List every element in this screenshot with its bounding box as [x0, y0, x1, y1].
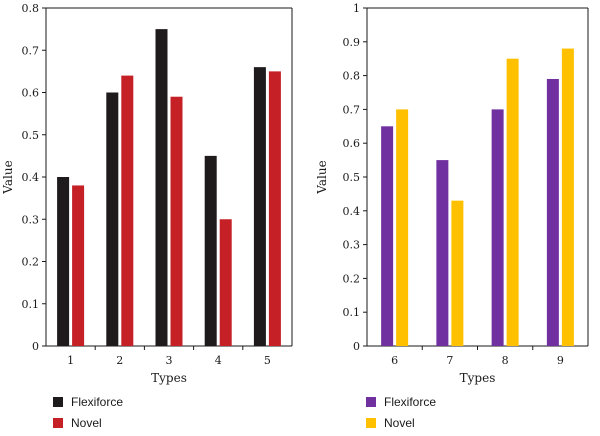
chart1-bar-novel-1	[72, 185, 85, 346]
chart1-bar-flexiforce-4	[204, 155, 217, 346]
chart2-y-tick-label: 1	[353, 2, 360, 15]
chart2-bar-novel-7	[451, 200, 464, 346]
chart1-y-tick-label: 0.4	[22, 171, 40, 184]
chart2-y-tick-label: 0.1	[343, 306, 361, 319]
chart1-x-tick-label: 2	[116, 354, 123, 367]
chart1-y-tick-label: 0.1	[22, 298, 40, 311]
chart1-legend-swatch-flexiforce	[53, 397, 63, 407]
chart1-legend-label-flexiforce: Flexiforce	[71, 395, 123, 409]
chart2-y-axis-label: Value	[315, 160, 329, 194]
chart2-y-tick-label: 0.9	[343, 36, 361, 49]
chart2-x-tick-label: 8	[502, 354, 509, 367]
chart1-y-axis-label: Value	[1, 160, 15, 194]
chart1-bar-novel-4	[219, 219, 232, 346]
chart2-x-tick-label: 9	[557, 354, 564, 367]
chart2-x-tick-label: 6	[391, 354, 398, 367]
chart2-bar-novel-9	[561, 48, 574, 347]
chart1-bar-novel-3	[170, 96, 183, 346]
chart1-y-tick-label: 0	[32, 340, 39, 353]
chart1-bar-novel-5	[268, 71, 281, 346]
chart1-legend-swatch-novel	[53, 418, 63, 428]
chart1-x-axis-label: Types	[151, 371, 187, 385]
chart1-y-tick-label: 0.5	[22, 129, 40, 142]
chart2-legend-label-novel: Novel	[384, 416, 415, 430]
chart1-x-tick-label: 1	[67, 354, 74, 367]
chart1-bar-novel-2	[121, 75, 134, 346]
chart2-bar-flexiforce-7	[436, 160, 449, 346]
chart1-y-tick-label: 0.7	[22, 44, 40, 57]
chart1-x-tick-label: 4	[215, 354, 222, 367]
chart2-legend-label-flexiforce: Flexiforce	[384, 395, 436, 409]
chart1-bar-flexiforce-3	[155, 29, 168, 346]
chart1-x-tick-label: 3	[166, 354, 173, 367]
chart2-legend-swatch-flexiforce	[366, 397, 376, 407]
chart1-bar-flexiforce-5	[253, 67, 266, 347]
chart2-y-tick-label: 0	[353, 340, 360, 353]
chart2-y-tick-label: 0.3	[343, 239, 361, 252]
chart2-bar-flexiforce-8	[491, 109, 504, 347]
chart2-bar-novel-6	[396, 109, 409, 347]
chart1-y-tick-label: 0.6	[22, 87, 40, 100]
chart2-y-tick-label: 0.7	[343, 103, 361, 116]
chart1-bar-flexiforce-2	[106, 92, 119, 346]
chart2-bar-flexiforce-9	[546, 78, 559, 346]
chart2-y-tick-label: 0.5	[343, 171, 361, 184]
chart1-y-tick-label: 0.3	[22, 213, 40, 226]
chart2-legend-swatch-novel	[366, 418, 376, 428]
chart2-y-tick-label: 0.6	[343, 137, 361, 150]
chart2-bar-flexiforce-6	[381, 126, 394, 346]
chart2-x-tick-label: 7	[446, 354, 453, 367]
chart1-legend-label-novel: Novel	[71, 416, 102, 430]
chart1-y-tick-label: 0.2	[22, 256, 40, 269]
chart1-bar-flexiforce-1	[57, 177, 70, 346]
chart2-y-tick-label: 0.8	[343, 70, 361, 83]
chart2-x-axis-label: Types	[460, 371, 496, 385]
chart2-bar-novel-8	[506, 58, 519, 346]
chart2-y-tick-label: 0.2	[343, 272, 361, 285]
chart2-y-tick-label: 0.4	[343, 205, 361, 218]
chart1-y-tick-label: 0.8	[22, 2, 40, 15]
chart1-x-tick-label: 5	[264, 354, 271, 367]
